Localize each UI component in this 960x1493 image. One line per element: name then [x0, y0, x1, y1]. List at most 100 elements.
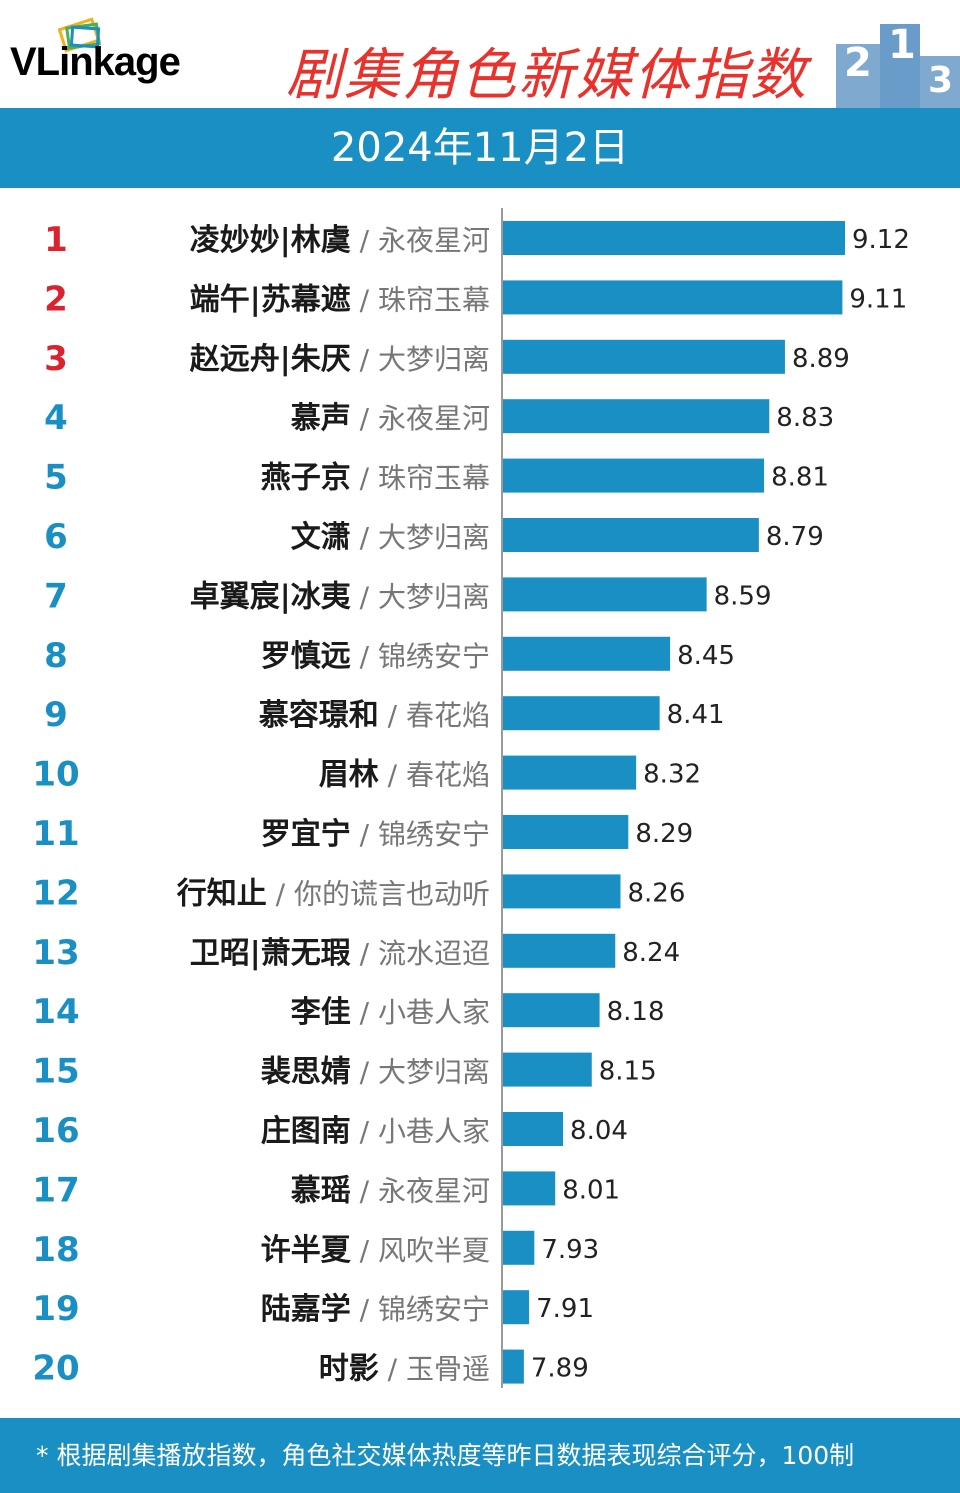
logo-text: VLinkage	[10, 40, 181, 84]
role-name: 罗宜宁	[261, 817, 351, 852]
value-label: 7.93	[541, 1235, 599, 1265]
bar	[503, 1052, 592, 1087]
category-label: 凌妙妙|林虞 / 永夜星河	[190, 223, 490, 258]
value-label: 9.12	[852, 225, 910, 255]
category-label: 慕声 / 永夜星河	[291, 401, 490, 436]
category-label: 慕瑶 / 永夜星河	[291, 1173, 490, 1208]
bar	[503, 1349, 524, 1384]
rank-number: 15	[32, 1052, 79, 1092]
category-label: 燕子京 / 珠帘玉幕	[261, 461, 490, 496]
value-label: 9.11	[849, 284, 907, 314]
rank-number: 7	[44, 576, 68, 616]
drama-name: / 珠帘玉幕	[351, 462, 490, 495]
value-label: 8.83	[776, 403, 834, 433]
drama-name: / 锦绣安宁	[351, 818, 490, 851]
value-label: 8.32	[643, 760, 701, 790]
footer-note: * 根据剧集播放指数，角色社交媒体热度等昨日数据表现综合评分，100制	[0, 1418, 960, 1493]
value-label: 8.89	[792, 344, 850, 374]
chart-area: 1 凌妙妙|林虞 / 永夜星河 9.12 2 端午|苏幕遮 / 珠帘玉幕 9.11 3 赵远舟…	[0, 188, 960, 1418]
category-label: 裴思婧 / 大梦归离	[261, 1055, 490, 1090]
value-label: 8.79	[766, 522, 824, 552]
drama-name: / 永夜星河	[351, 1174, 490, 1207]
value-label: 8.29	[635, 819, 693, 849]
role-name: 陆嘉学	[261, 1292, 351, 1327]
category-label: 文潇 / 大梦归离	[291, 520, 490, 555]
rank-number: 18	[32, 1230, 79, 1270]
role-name: 慕容璟和	[259, 698, 379, 733]
logo-icon	[58, 17, 101, 53]
rank-number: 9	[44, 695, 68, 735]
value-label: 8.81	[771, 463, 829, 493]
bar	[503, 636, 671, 671]
value-label: 8.18	[607, 997, 665, 1027]
role-name: 卓翼宸|冰夷	[190, 579, 351, 614]
bar	[503, 1112, 564, 1146]
category-label: 李佳 / 小巷人家	[291, 995, 490, 1030]
svg-text:3: 3	[928, 60, 953, 101]
value-label: 7.91	[536, 1294, 594, 1324]
vlinkage-logo: VLinkage	[10, 40, 181, 85]
role-name: 裴思婧	[261, 1055, 351, 1090]
category-label: 许半夏 / 风吹半夏	[261, 1233, 490, 1268]
role-name: 端午|苏幕遮	[190, 282, 351, 317]
role-name: 李佳	[291, 995, 351, 1030]
value-label: 8.04	[570, 1116, 628, 1146]
bar	[503, 933, 616, 968]
rank-number: 8	[44, 636, 68, 676]
drama-name: / 春花焰	[379, 699, 490, 732]
rank-number: 17	[32, 1170, 79, 1210]
rank-number: 2	[44, 279, 68, 319]
rank-number: 5	[44, 458, 68, 498]
drama-name: / 锦绣安宁	[351, 640, 490, 673]
drama-name: / 风吹半夏	[351, 1234, 490, 1267]
rank-number: 14	[32, 992, 79, 1032]
drama-name: / 流水迢迢	[351, 937, 490, 970]
value-label: 8.59	[714, 581, 772, 611]
role-name: 行知止	[176, 876, 267, 911]
rank-number: 6	[44, 517, 68, 557]
role-name: 罗慎远	[261, 639, 351, 674]
bar	[503, 696, 660, 731]
category-label: 罗慎远 / 锦绣安宁	[261, 639, 490, 674]
drama-name: / 春花焰	[379, 759, 490, 792]
role-name: 许半夏	[261, 1233, 352, 1268]
rank-number: 13	[32, 933, 79, 973]
drama-name: / 玉骨遥	[379, 1353, 490, 1386]
rank-number: 10	[32, 755, 79, 795]
page-title: 剧集角色新媒体指数	[286, 43, 808, 108]
category-label: 赵远舟|朱厌 / 大梦归离	[190, 342, 490, 377]
drama-name: / 你的谎言也动听	[267, 877, 490, 910]
svg-text:1: 1	[888, 22, 916, 68]
role-name: 赵远舟|朱厌	[190, 342, 351, 377]
drama-name: / 大梦归离	[351, 343, 490, 376]
value-label: 8.24	[622, 938, 680, 968]
svg-text:2: 2	[844, 40, 872, 86]
category-label: 卓翼宸|冰夷 / 大梦归离	[190, 579, 490, 614]
ranking-bar-chart: 1 凌妙妙|林虞 / 永夜星河 9.12 2 端午|苏幕遮 / 珠帘玉幕 9.11 3 赵远舟…	[32, 208, 910, 1389]
footer-text: * 根据剧集播放指数，角色社交媒体热度等昨日数据表现综合评分，100制	[36, 1441, 855, 1470]
category-label: 慕容璟和 / 春花焰	[259, 698, 490, 733]
bar	[503, 577, 707, 612]
category-label: 庄图南 / 小巷人家	[261, 1114, 490, 1149]
bar	[503, 1171, 556, 1206]
bar	[503, 339, 785, 374]
role-name: 慕声	[291, 401, 351, 436]
value-label: 8.41	[667, 700, 725, 730]
drama-name: / 大梦归离	[351, 521, 490, 554]
role-name: 凌妙妙|林虞	[190, 223, 351, 258]
rank-number: 3	[44, 339, 68, 379]
drama-name: / 小巷人家	[351, 996, 490, 1029]
rank-number: 19	[32, 1289, 79, 1329]
role-name: 卫昭|萧无瑕	[190, 936, 351, 971]
category-label: 卫昭|萧无瑕 / 流水迢迢	[190, 936, 490, 971]
bar	[503, 815, 629, 849]
bar	[503, 221, 845, 255]
header: VLinkage 剧集角色新媒体指数 2 1 3	[0, 0, 960, 108]
role-name: 文潇	[291, 520, 351, 555]
bar	[503, 280, 843, 315]
category-label: 行知止 / 你的谎言也动听	[176, 876, 490, 911]
category-label: 陆嘉学 / 锦绣安宁	[261, 1292, 490, 1327]
drama-name: / 大梦归离	[351, 1056, 490, 1089]
drama-name: / 永夜星河	[351, 224, 490, 257]
rank-number: 11	[32, 814, 79, 854]
